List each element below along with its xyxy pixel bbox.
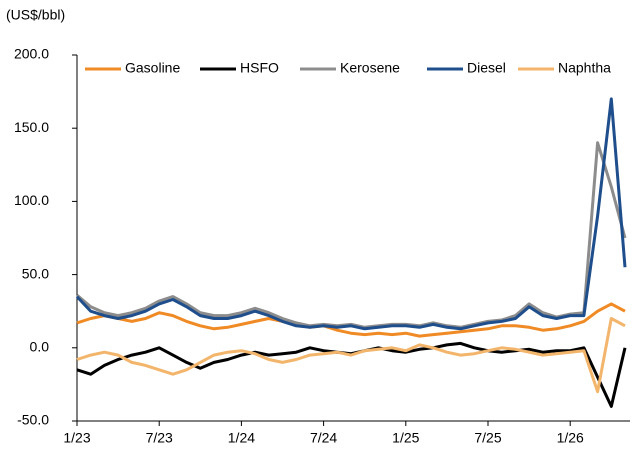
x-tick-label: 1/25 [392, 430, 419, 446]
x-tick-label: 7/23 [146, 430, 173, 446]
y-tick-label: 150.0 [14, 119, 49, 135]
series-line [76, 141, 627, 329]
y-axis-label: (US$/bbl) [6, 7, 65, 23]
y-tick-label: 100.0 [14, 192, 49, 208]
series-line [76, 302, 626, 338]
y-tick-label: -50.0 [17, 412, 49, 428]
series-line [76, 341, 627, 408]
y-tick-label: 200.0 [14, 46, 49, 62]
series-line [76, 317, 626, 394]
series-line [75, 97, 627, 331]
legend-label: Naphtha [558, 60, 611, 76]
x-tick-label: 7/24 [310, 430, 337, 446]
legend-label: HSFO [240, 60, 279, 76]
legend-label: Gasoline [125, 60, 180, 76]
x-tick-label: 1/26 [557, 430, 584, 446]
x-tick-label: 1/24 [228, 430, 255, 446]
legend-label: Diesel [467, 60, 506, 76]
x-tick-label: 7/25 [474, 430, 501, 446]
x-tick-label: 1/23 [63, 430, 90, 446]
y-tick-label: 50.0 [22, 265, 49, 281]
y-tick-label: 0.0 [30, 339, 50, 355]
legend-label: Kerosene [340, 60, 400, 76]
